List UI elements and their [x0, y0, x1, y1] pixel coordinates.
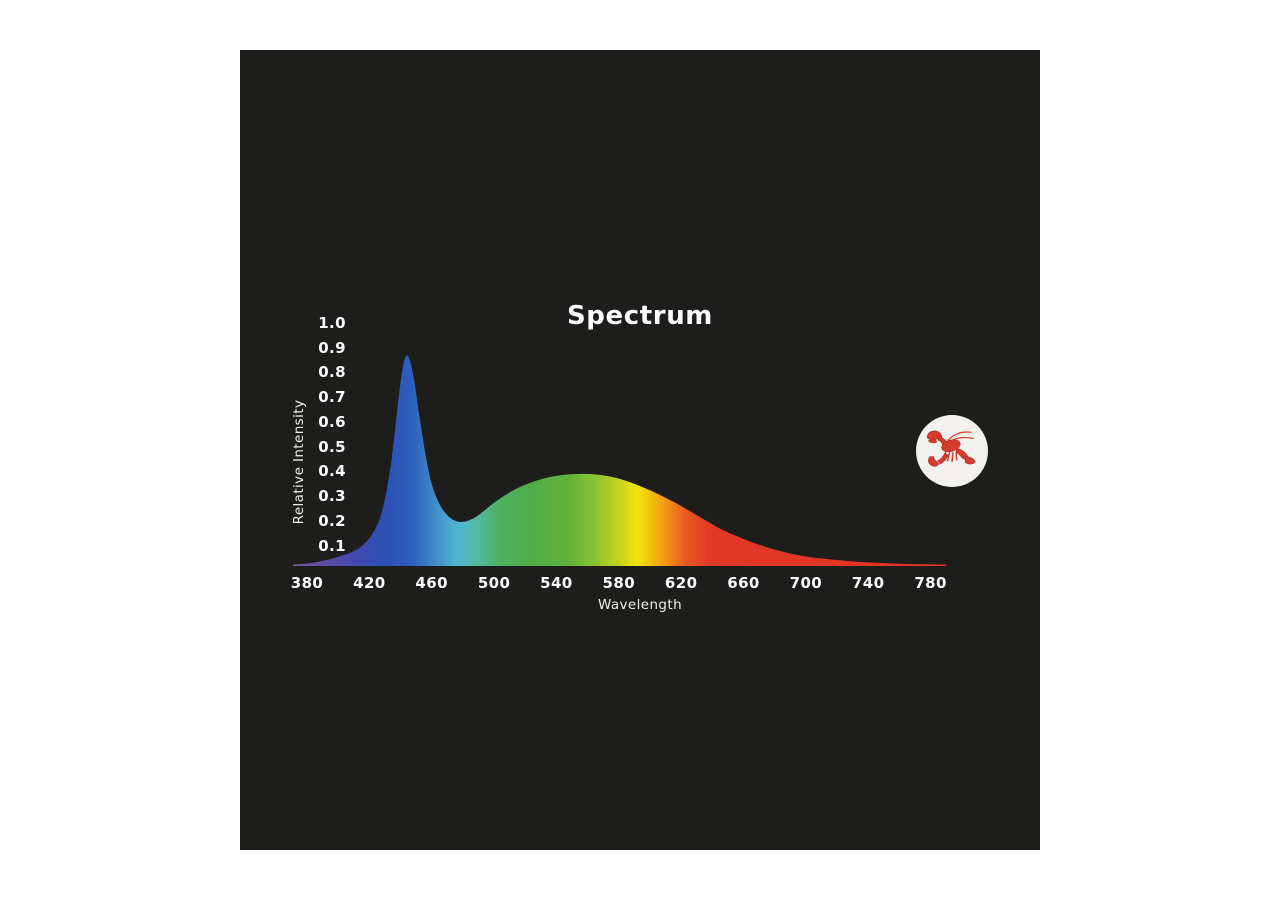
- spectrum-chart: [293, 355, 947, 566]
- x-tick-label: 740: [851, 573, 885, 592]
- x-tick-label: 500: [477, 573, 511, 592]
- x-tick-label: 420: [353, 573, 386, 592]
- spectrum-panel: Spectrum Relative Intensity 1.0 0.9 0.8 0.7…: [240, 50, 1040, 850]
- y-tick-label: 0.4: [318, 462, 346, 481]
- y-tick-label: 0.7: [318, 388, 346, 406]
- x-tick-label: 460: [415, 573, 448, 592]
- y-tick-label: 0.9: [318, 338, 346, 357]
- y-tick-label: 0.8: [318, 363, 346, 382]
- y-tick-label: 0.1: [318, 536, 346, 555]
- y-tick-label: 0.5: [318, 437, 346, 456]
- y-tick-label: 0.6: [318, 412, 346, 431]
- chart-title: Spectrum: [566, 301, 714, 331]
- x-tick-label: 780: [914, 573, 947, 592]
- y-tick-label: 0.3: [318, 487, 346, 506]
- lobster-badge: [916, 415, 988, 487]
- x-tick-label: 660: [727, 573, 760, 592]
- x-tick-label: 700: [789, 573, 823, 592]
- y-tick-label: 1.0: [318, 313, 346, 332]
- x-tick-label: 540: [540, 573, 573, 592]
- x-tick-label: 620: [664, 573, 698, 592]
- x-tick-label: 380: [290, 573, 324, 592]
- x-tick-label: 580: [602, 573, 636, 592]
- x-axis-label: Wavelength: [597, 597, 683, 613]
- spectrum-area-curve: [293, 355, 947, 566]
- lobster-icon: [926, 430, 976, 467]
- y-tick-label: 0.2: [318, 511, 346, 530]
